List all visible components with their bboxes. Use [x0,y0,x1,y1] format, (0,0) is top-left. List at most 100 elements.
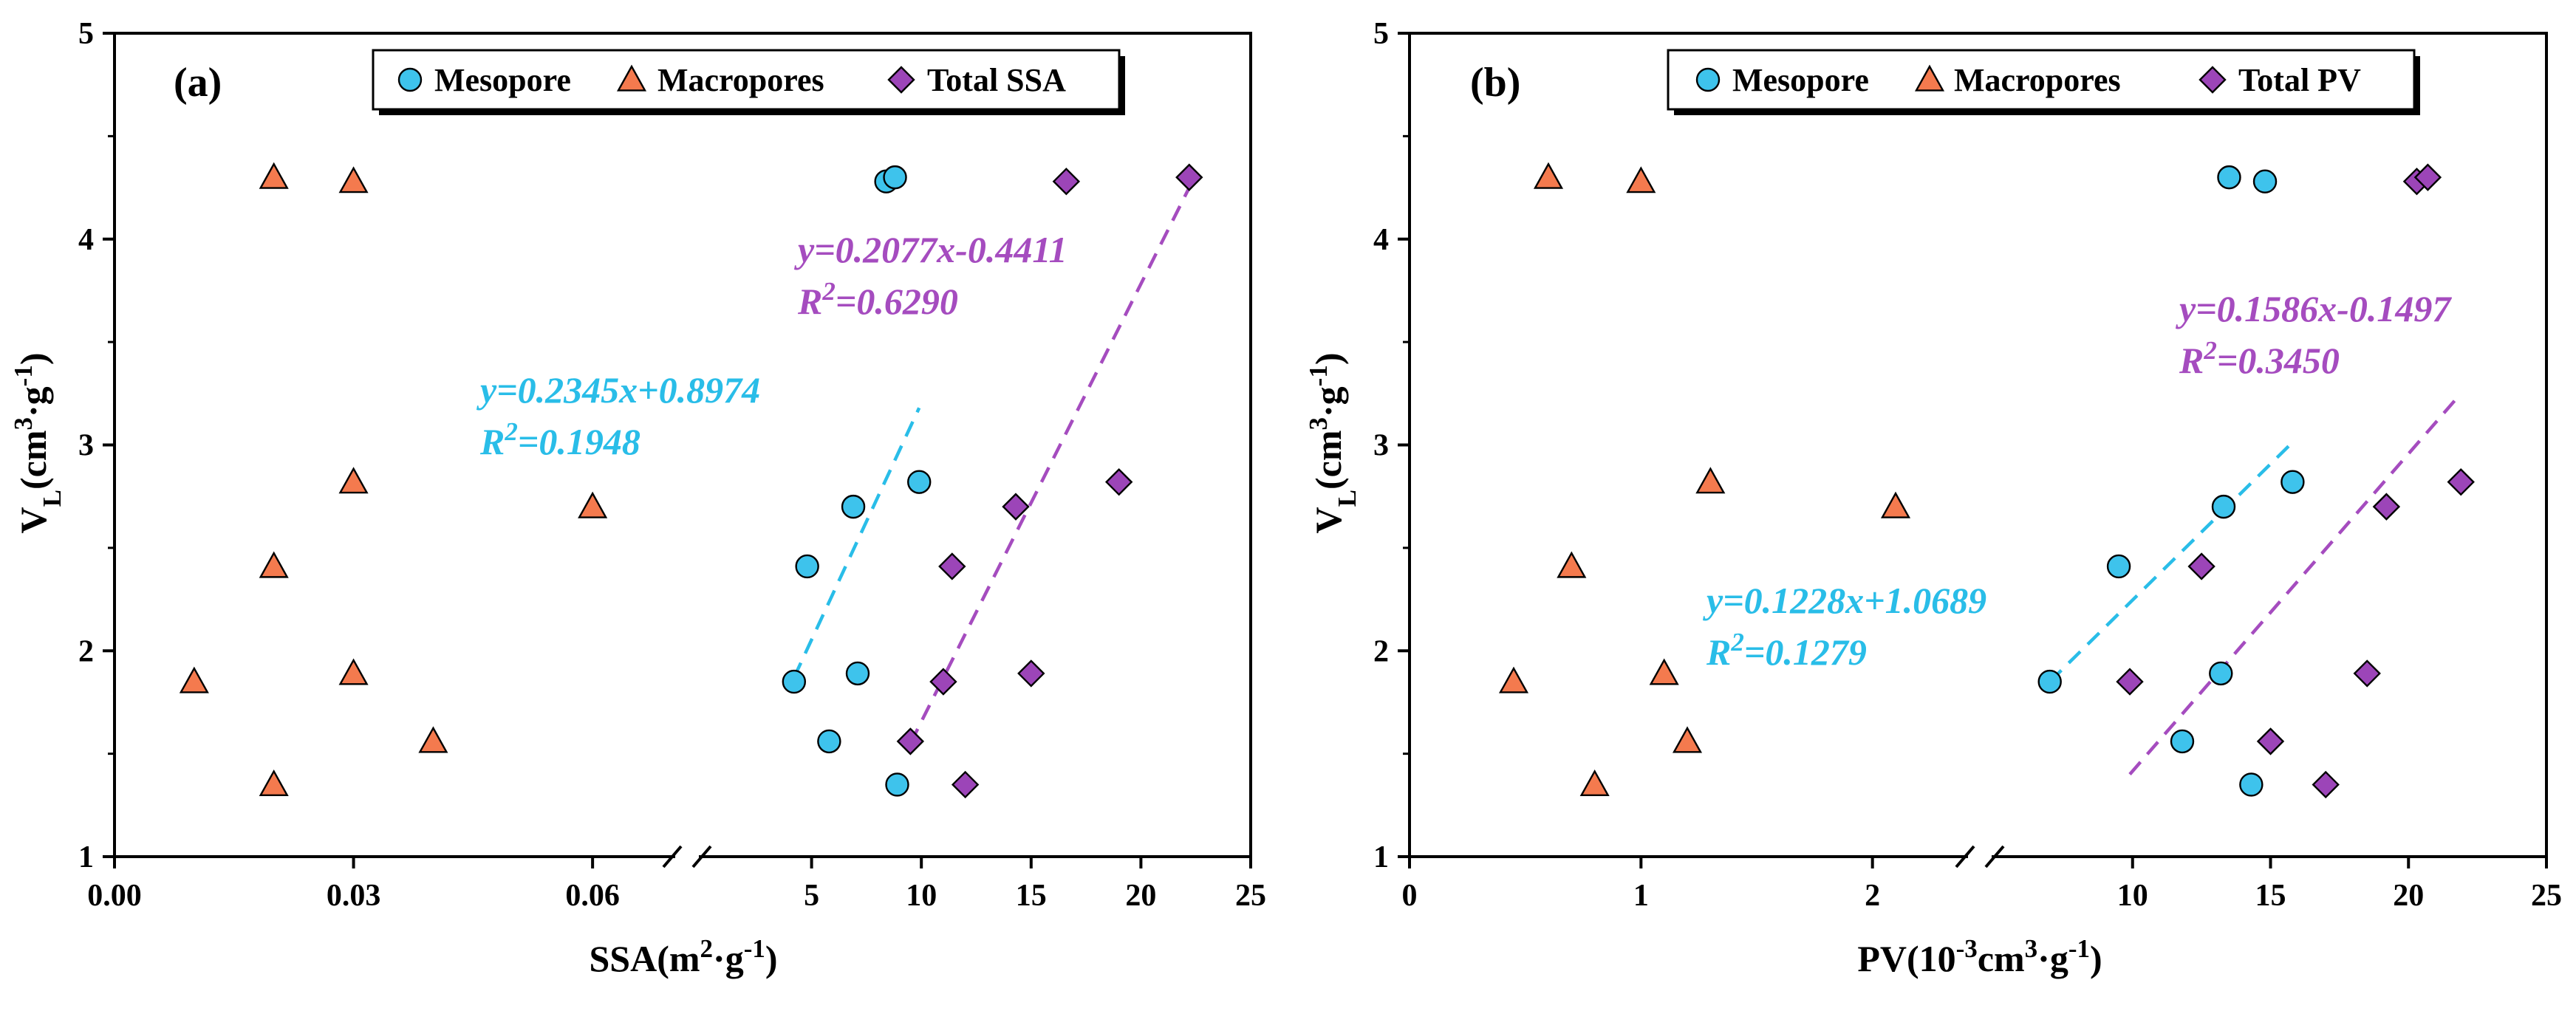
legend: Mesopore Macropores Total PV [1667,49,2420,115]
y-tick-label: 1 [78,840,94,874]
fit-line-mesopore [2049,443,2292,683]
x-tick-label: 20 [1125,879,1156,913]
axis-break [1955,845,2005,868]
series-macropores [1498,162,1911,797]
y-axis-label: VL(cm3·g-1) [1304,353,1362,534]
y-tick-label: 2 [78,634,94,668]
data-point [1175,163,1203,191]
y-tick-label: 5 [78,17,94,51]
data-point [2413,163,2442,191]
x-tick-label: 25 [2531,879,2562,913]
data-point [338,467,369,494]
data-point [1002,493,1030,521]
x-tick-label: 2 [1865,879,1880,913]
y-tick-label: 3 [1373,429,1389,463]
x-axis-label: PV(10-3cm3·g-1) [1857,934,2102,980]
data-point [2187,552,2215,580]
data-point [1626,166,1656,193]
legend-entry: Mesopore [434,62,571,98]
x-tick-label: 15 [2255,879,2286,913]
data-point [259,162,289,189]
fit-equation: y=0.1586x-0.1497 [2176,288,2452,329]
data-point [951,770,980,799]
x-tick-label: 25 [1235,879,1266,913]
fit-r2: R2=0.1279 [1706,628,1867,674]
legend-entry: Mesopore [1732,62,1869,98]
data-point [2037,669,2062,694]
legend-entry: Total PV [2238,62,2361,98]
axis-break-slash [1955,845,1975,868]
y-tick-label: 4 [78,223,94,257]
data-point [885,772,909,797]
panel-label: (a) [174,60,222,106]
series-total-pv [2116,163,2475,799]
fit-equation: y=0.2077x-0.4411 [794,229,1067,270]
legend-box [372,49,1121,111]
data-point [883,165,907,190]
data-point [338,166,369,193]
fit-r2: R2=0.6290 [797,277,958,323]
data-point [179,666,209,693]
legend-entry: Total SSA [927,62,1066,98]
series-mesopore [782,165,932,797]
x-tick-label: 0.06 [565,879,620,913]
axis-break-slash [691,845,712,868]
series-mesopore [2037,165,2305,797]
x-tick-label: 1 [1633,879,1649,913]
data-point [259,551,289,578]
data-point [2170,729,2195,754]
fit-line-mesopore [792,407,921,679]
data-point [2252,169,2278,193]
x-tick-label: 10 [906,879,937,913]
data-point [2281,470,2305,494]
data-point [2312,770,2340,799]
legend: Mesopore Macropores Total SSA [372,49,1125,115]
data-point [1498,666,1529,693]
data-point [2217,165,2241,190]
data-point [1880,491,1911,518]
data-point [2116,668,2144,696]
x-axis-label: SSA(m2·g-1) [589,934,777,980]
data-point [1052,168,1081,196]
data-point [2106,554,2131,579]
axis-break-slash [1984,845,2005,868]
legend-box [1667,49,2416,111]
data-point [907,470,932,494]
data-point [1579,769,1610,797]
y-tick-label: 3 [78,429,94,463]
data-point [782,669,807,694]
data-point [2353,659,2381,688]
legend-marker-triangle [1914,64,1945,92]
data-point [578,491,608,518]
data-point [1533,162,1564,189]
fit-r2: R2=0.1948 [479,417,640,463]
x-tick-label: 20 [2393,879,2424,913]
fit-equation: y=0.1228x+1.0689 [1703,580,1986,621]
panel-a: 1 2 3 4 5 0.00 0.03 0.06 5 10 15 20 25 SSA(m2·g-1) VL(… [9,17,1267,979]
data-point [841,494,866,519]
data-point [1695,467,1726,494]
plot-frame [1408,32,2548,858]
fit-line-total [2128,392,2462,775]
legend-marker-triangle [616,64,647,92]
data-point [1672,726,1703,753]
panel-label: (b) [1470,60,1520,106]
y-tick-label: 5 [1373,17,1389,51]
data-point [1104,467,1133,496]
data-point [2209,661,2233,686]
plot-frame [113,32,1252,858]
data-point [795,554,819,579]
data-point [817,729,841,754]
series-total-ssa [896,163,1203,799]
data-point [929,668,957,696]
axis-break [662,845,712,868]
data-point [259,769,289,797]
x-tick-label: 15 [1016,879,1047,913]
series-macropores [179,162,608,797]
data-point [845,661,870,686]
data-point [896,727,925,755]
y-tick-label: 2 [1373,634,1389,668]
